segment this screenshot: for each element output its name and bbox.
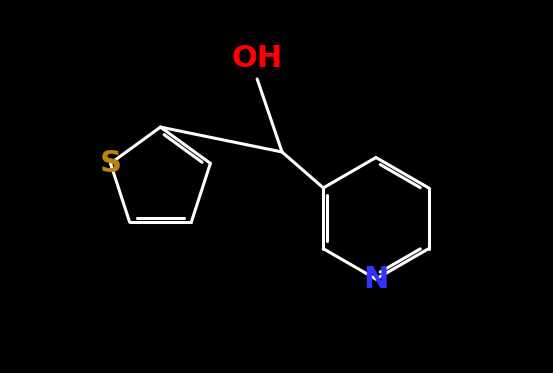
Text: N: N — [363, 264, 389, 294]
Text: S: S — [100, 149, 122, 178]
Text: OH: OH — [232, 44, 283, 72]
